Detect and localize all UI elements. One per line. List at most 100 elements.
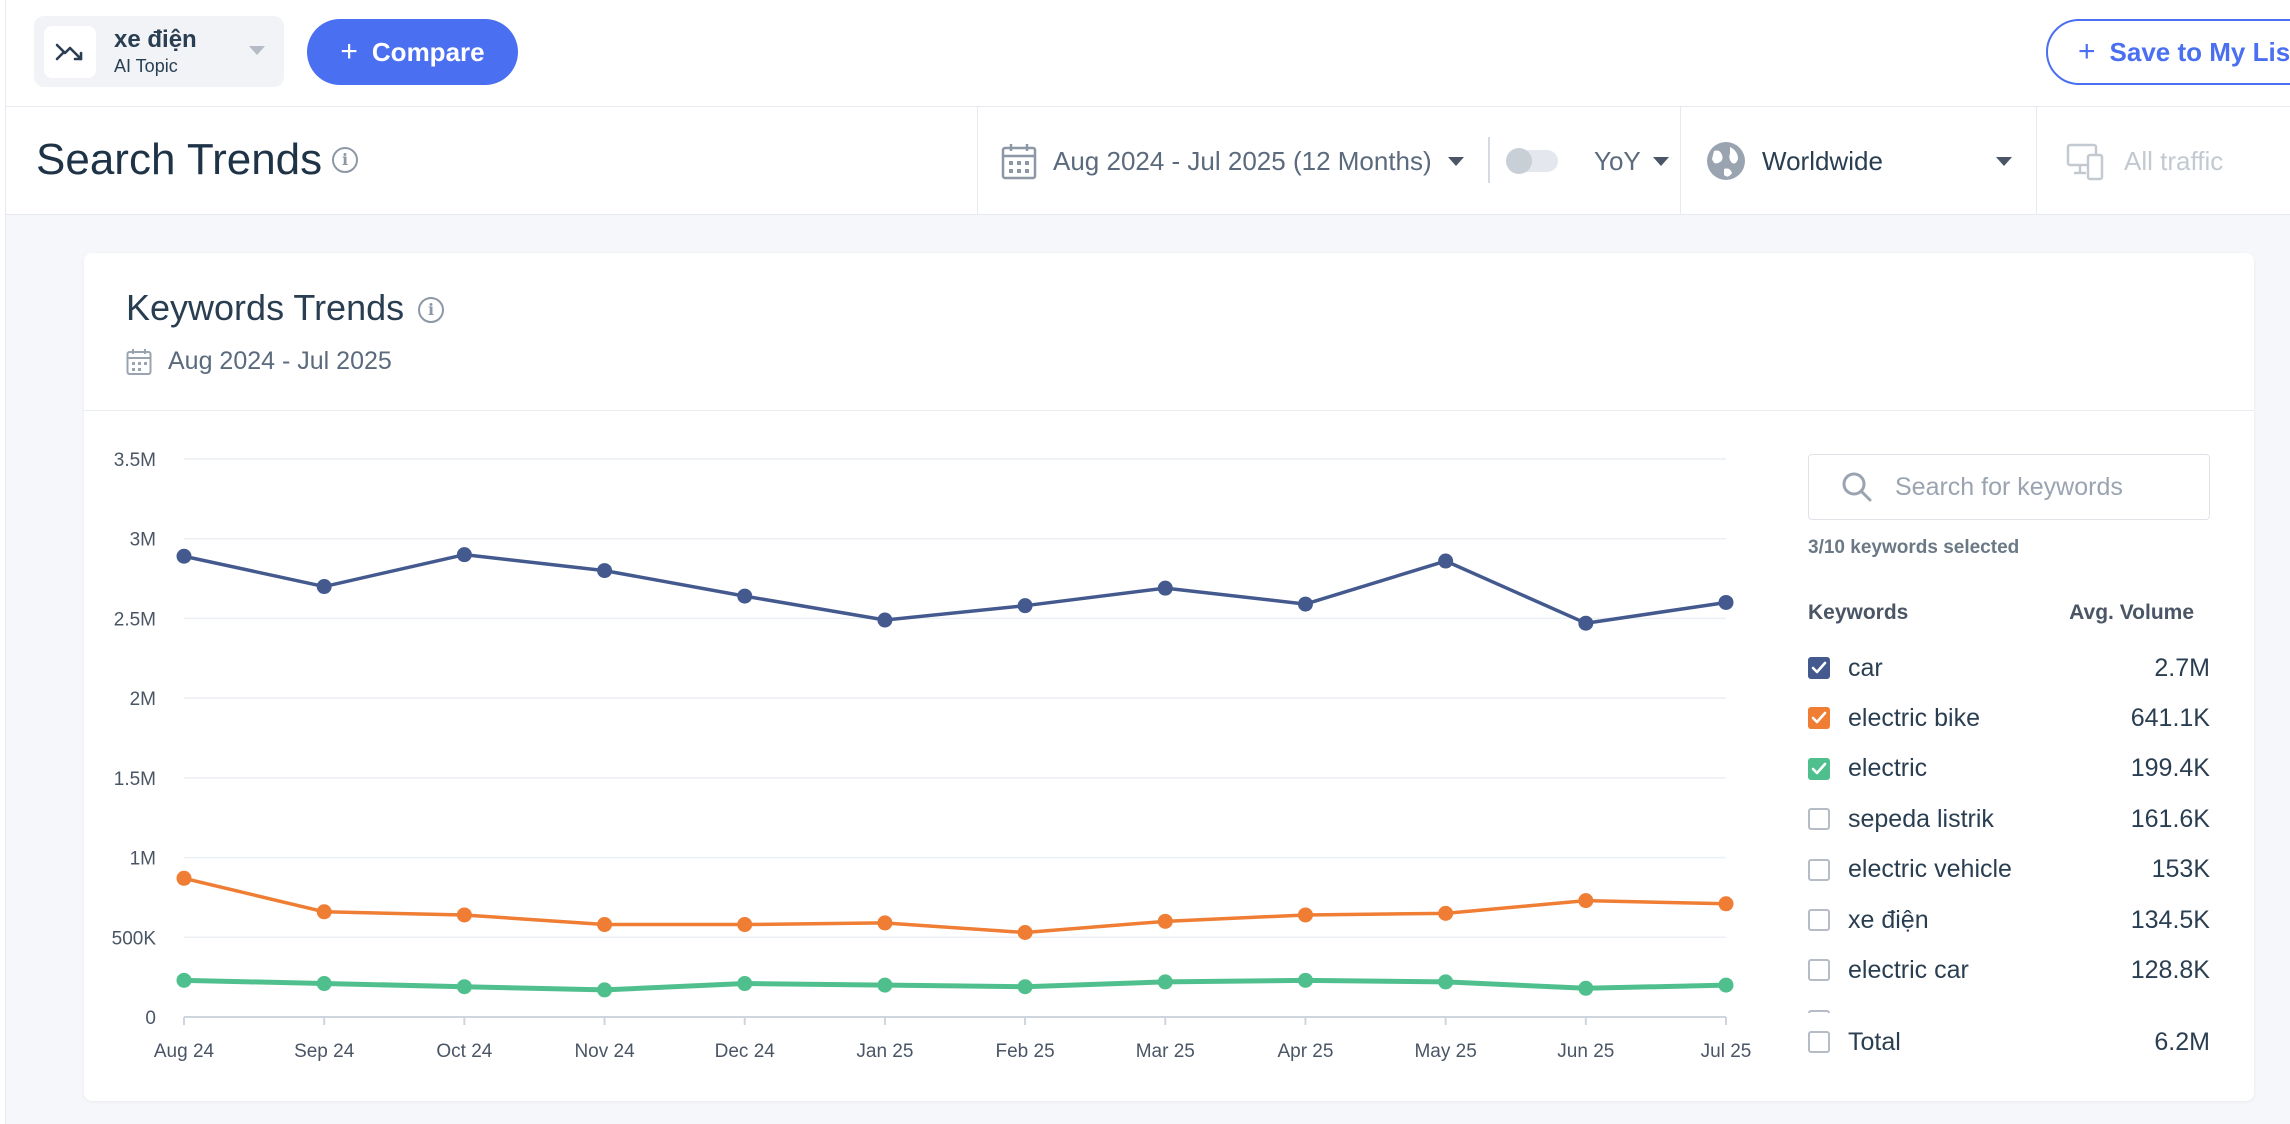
data-point [877,977,893,993]
keyword-checkbox[interactable] [1808,858,1830,881]
keyword-row[interactable]: electric vehicle 153K [1808,845,2210,895]
data-point [456,547,472,563]
trending-arrows-icon [44,26,96,78]
x-tick-label: Aug 24 [154,1041,215,1062]
keyword-volume: 161.6K [2130,804,2210,833]
topic-name: xe điện [114,26,197,53]
keyword-checkbox[interactable] [1808,657,1830,679]
compare-label: Compare [371,36,485,67]
keyword-search[interactable] [1808,454,2210,520]
keyword-volume: 153K [2151,855,2210,884]
topic-selector[interactable]: xe điện AI Topic [34,16,284,87]
chevron-down-icon [1447,156,1464,166]
series-line-car [183,552,1727,625]
keyword-row[interactable]: electric 199.4K [1808,744,2210,794]
keywords-trends-card: Keywords Trends i Aug 2024 - Jul 2025 0 5… [84,253,2254,1101]
keyword-row[interactable]: car 2.7M [1808,643,2210,693]
date-range-filter[interactable]: Aug 2024 - Jul 2025 (12 Months) [1001,107,1464,215]
y-tick-label: 2.5M [114,609,156,630]
data-point [1017,925,1033,941]
search-icon [1842,472,1872,502]
divider [1488,137,1490,183]
keyword-volume: 199.4K [2130,754,2210,783]
traffic-label: All traffic [2124,145,2224,176]
chevron-down-icon [249,46,265,55]
info-icon[interactable]: i [332,147,358,173]
region-dropdown[interactable]: Worldwide [1706,107,2036,215]
data-point [1297,972,1313,988]
keywords-table-header: Keywords Avg. Volume [1808,601,2210,625]
save-to-list-button[interactable]: + Save to My List [2046,19,2290,85]
yoy-label: YoY [1594,145,1641,176]
devices-icon [2066,143,2104,181]
keyword-total-row: Total 6.2M [1808,1017,2210,1067]
keyword-row[interactable]: electric bike 641.1K [1808,693,2210,743]
y-tick-label: 2M [130,689,156,710]
keyword-row[interactable]: electric car 128.8K [1808,945,2210,995]
keyword-row[interactable]: sepeda listrik 161.6K [1808,794,2210,844]
top-bar: xe điện AI Topic + Compare + Save to My … [6,0,2290,107]
keyword-checkbox[interactable] [1808,1009,1830,1013]
divider [2036,107,2037,215]
data-point [1438,974,1454,990]
y-tick-label: 3.5M [114,450,156,471]
volume-column-header: Avg. Volume [2069,601,2194,624]
x-tick-label: Jan 25 [856,1041,913,1062]
data-point [1017,598,1033,614]
page-header: Search Trends i Aug 2024 - Jul 2025 (12 … [6,107,2290,215]
yoy-toggle[interactable] [1506,148,1558,174]
x-tick-label: Jul 25 [1701,1041,1752,1062]
keyword-checkbox[interactable] [1808,757,1830,780]
data-point [176,548,192,564]
data-point [877,612,893,628]
plus-icon: + [2078,35,2096,68]
data-point [597,917,613,933]
y-tick-label: 0 [145,1008,156,1029]
keyword-label: electric vehicle [1848,855,2012,884]
x-tick-label: Mar 25 [1136,1041,1195,1062]
x-tick-label: Apr 25 [1277,1041,1333,1062]
data-point [1718,896,1734,912]
keyword-volume: 641.1K [2130,703,2210,732]
data-point [1578,893,1594,909]
data-point [1578,615,1594,631]
keyword-label: xe điện [1848,905,1929,934]
keyword-checkbox[interactable] [1808,909,1830,931]
keyword-row[interactable] [1808,996,2210,1013]
date-range-label: Aug 2024 - Jul 2025 (12 Months) [1053,145,1432,176]
data-point [877,915,893,931]
total-label: Total [1848,1027,1901,1056]
data-point [1297,907,1313,923]
data-point [316,579,332,595]
keyword-checkbox[interactable] [1808,959,1830,982]
data-point [1157,580,1173,596]
total-checkbox[interactable] [1808,1031,1830,1053]
keyword-volume: 2.7M [2154,653,2210,682]
data-point [176,972,192,988]
chevron-down-icon [1996,157,2012,166]
x-tick-label: May 25 [1414,1041,1476,1062]
y-tick-label: 1M [130,849,156,870]
data-point [176,870,192,886]
compare-button[interactable]: + Compare [307,19,518,85]
keyword-checkbox[interactable] [1808,707,1830,730]
data-point [737,917,753,933]
series-line-electric-bike [183,876,1727,935]
yoy-dropdown[interactable]: YoY [1594,107,1669,215]
keyword-search-input[interactable] [1895,472,2195,502]
keywords-column-header: Keywords [1808,601,1909,624]
x-tick-label: Oct 24 [436,1041,492,1062]
divider [84,410,2254,411]
keyword-volume: 134.5K [2130,905,2210,934]
keyword-label: electric [1848,754,1928,783]
traffic-filter[interactable]: All traffic [2066,107,2223,215]
keyword-row[interactable]: xe điện 134.5K [1808,895,2210,945]
info-icon[interactable]: i [418,297,444,323]
data-point [316,976,332,992]
keyword-label: car [1848,653,1883,682]
keyword-checkbox[interactable] [1808,808,1830,831]
data-point [737,588,753,604]
divider [977,107,978,215]
data-point [456,979,472,995]
y-tick-label: 3M [130,530,156,551]
